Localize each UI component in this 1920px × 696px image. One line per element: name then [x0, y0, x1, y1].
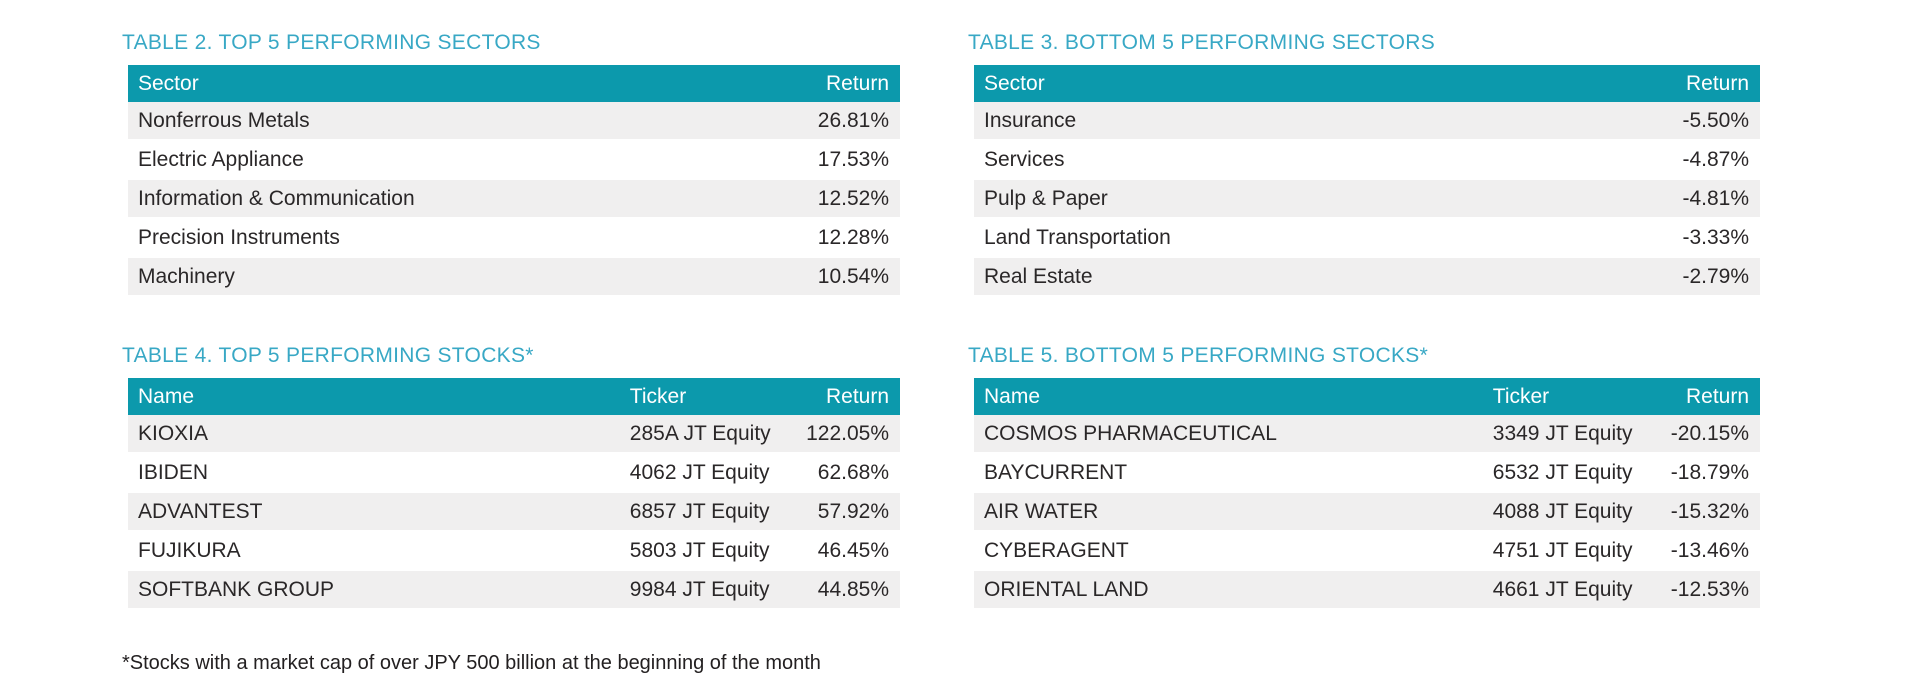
- table-row: Information & Communication 12.52%: [128, 179, 900, 219]
- column-header-sector: Sector: [974, 65, 1594, 102]
- table-row: COSMOS PHARMACEUTICAL 3349 JT Equity -20…: [974, 415, 1760, 454]
- table2-title: TABLE 2. TOP 5 PERFORMING SECTORS: [122, 31, 541, 54]
- top-sectors-section: TABLE 2. TOP 5 PERFORMING SECTORS Sector…: [122, 30, 900, 297]
- sector-cell: Services: [974, 140, 1594, 180]
- table-header-row: Name Ticker Return: [128, 378, 900, 415]
- column-header-return: Return: [734, 65, 900, 102]
- table-row: Land Transportation -3.33%: [974, 218, 1760, 258]
- table-row: Machinery 10.54%: [128, 257, 900, 297]
- return-cell: 12.28%: [734, 218, 900, 258]
- return-cell: 57.92%: [795, 492, 900, 532]
- return-cell: 62.68%: [795, 453, 900, 493]
- table-row: Pulp & Paper -4.81%: [974, 179, 1760, 219]
- name-cell: CYBERAGENT: [974, 531, 1493, 571]
- ticker-cell: 6857 JT Equity: [629, 492, 796, 532]
- name-cell: COSMOS PHARMACEUTICAL: [974, 415, 1493, 454]
- top-stocks-section: TABLE 4. TOP 5 PERFORMING STOCKS* Name T…: [122, 343, 900, 610]
- return-cell: -5.50%: [1594, 102, 1760, 141]
- return-cell: 46.45%: [795, 531, 900, 571]
- table-row: ADVANTEST 6857 JT Equity 57.92%: [128, 492, 900, 532]
- return-cell: -4.87%: [1594, 140, 1760, 180]
- table4-title: TABLE 4. TOP 5 PERFORMING STOCKS*: [122, 344, 534, 367]
- bottom-stocks-table: Name Ticker Return COSMOS PHARMACEUTICAL…: [974, 378, 1760, 610]
- table-row: FUJIKURA 5803 JT Equity 46.45%: [128, 531, 900, 571]
- sector-cell: Electric Appliance: [128, 140, 734, 180]
- sector-cell: Real Estate: [974, 257, 1594, 297]
- bottom-sectors-table: Sector Return Insurance -5.50% Services …: [974, 65, 1760, 297]
- column-header-ticker: Ticker: [629, 378, 796, 415]
- return-cell: -13.46%: [1657, 531, 1760, 571]
- table3-title: TABLE 3. BOTTOM 5 PERFORMING SECTORS: [968, 31, 1436, 54]
- return-cell: -4.81%: [1594, 179, 1760, 219]
- name-cell: KIOXIA: [128, 415, 630, 454]
- ticker-cell: 285A JT Equity: [629, 415, 796, 454]
- ticker-cell: 4661 JT Equity: [1492, 570, 1658, 610]
- return-cell: 12.52%: [734, 179, 900, 219]
- ticker-cell: 5803 JT Equity: [629, 531, 796, 571]
- ticker-cell: 4062 JT Equity: [629, 453, 796, 493]
- footnote-text: *Stocks with a market cap of over JPY 50…: [122, 652, 821, 674]
- table-row: KIOXIA 285A JT Equity 122.05%: [128, 415, 900, 454]
- name-cell: ORIENTAL LAND: [974, 570, 1493, 610]
- ticker-cell: 4751 JT Equity: [1492, 531, 1658, 571]
- table-row: AIR WATER 4088 JT Equity -15.32%: [974, 492, 1760, 532]
- table5-title: TABLE 5. BOTTOM 5 PERFORMING STOCKS*: [968, 344, 1429, 367]
- table-row: Precision Instruments 12.28%: [128, 218, 900, 258]
- sector-cell: Precision Instruments: [128, 218, 734, 258]
- ticker-cell: 3349 JT Equity: [1492, 415, 1658, 454]
- table-row: ORIENTAL LAND 4661 JT Equity -12.53%: [974, 570, 1760, 610]
- name-cell: IBIDEN: [128, 453, 630, 493]
- bottom-sectors-section: TABLE 3. BOTTOM 5 PERFORMING SECTORS Sec…: [968, 30, 1760, 297]
- sector-cell: Nonferrous Metals: [128, 102, 734, 141]
- table-row: Insurance -5.50%: [974, 102, 1760, 141]
- table-row: Real Estate -2.79%: [974, 257, 1760, 297]
- return-cell: -12.53%: [1657, 570, 1760, 610]
- return-cell: -20.15%: [1657, 415, 1760, 454]
- ticker-cell: 4088 JT Equity: [1492, 492, 1658, 532]
- table-row: IBIDEN 4062 JT Equity 62.68%: [128, 453, 900, 493]
- sector-cell: Land Transportation: [974, 218, 1594, 258]
- name-cell: FUJIKURA: [128, 531, 630, 571]
- name-cell: ADVANTEST: [128, 492, 630, 532]
- sector-cell: Machinery: [128, 257, 734, 297]
- return-cell: 26.81%: [734, 102, 900, 141]
- return-cell: 44.85%: [795, 570, 900, 610]
- name-cell: AIR WATER: [974, 492, 1493, 532]
- table-row: Services -4.87%: [974, 140, 1760, 180]
- return-cell: -2.79%: [1594, 257, 1760, 297]
- sector-cell: Information & Communication: [128, 179, 734, 219]
- column-header-return: Return: [1657, 378, 1760, 415]
- sector-cell: Insurance: [974, 102, 1594, 141]
- name-cell: BAYCURRENT: [974, 453, 1493, 493]
- return-cell: 17.53%: [734, 140, 900, 180]
- top-stocks-table: Name Ticker Return KIOXIA 285A JT Equity…: [128, 378, 900, 610]
- table-row: Nonferrous Metals 26.81%: [128, 102, 900, 141]
- table-header-row: Sector Return: [974, 65, 1760, 102]
- column-header-return: Return: [795, 378, 900, 415]
- return-cell: -15.32%: [1657, 492, 1760, 532]
- bottom-stocks-section: TABLE 5. BOTTOM 5 PERFORMING STOCKS* Nam…: [968, 343, 1760, 610]
- table-header-row: Name Ticker Return: [974, 378, 1760, 415]
- column-header-name: Name: [974, 378, 1493, 415]
- name-cell: SOFTBANK GROUP: [128, 570, 630, 610]
- table-row: CYBERAGENT 4751 JT Equity -13.46%: [974, 531, 1760, 571]
- table-row: BAYCURRENT 6532 JT Equity -18.79%: [974, 453, 1760, 493]
- sector-cell: Pulp & Paper: [974, 179, 1594, 219]
- table-row: Electric Appliance 17.53%: [128, 140, 900, 180]
- table-header-row: Sector Return: [128, 65, 900, 102]
- column-header-name: Name: [128, 378, 630, 415]
- return-cell: -3.33%: [1594, 218, 1760, 258]
- return-cell: 122.05%: [795, 415, 900, 454]
- column-header-return: Return: [1594, 65, 1760, 102]
- ticker-cell: 9984 JT Equity: [629, 570, 796, 610]
- column-header-sector: Sector: [128, 65, 734, 102]
- ticker-cell: 6532 JT Equity: [1492, 453, 1658, 493]
- table-row: SOFTBANK GROUP 9984 JT Equity 44.85%: [128, 570, 900, 610]
- return-cell: 10.54%: [734, 257, 900, 297]
- return-cell: -18.79%: [1657, 453, 1760, 493]
- top-sectors-table: Sector Return Nonferrous Metals 26.81% E…: [128, 65, 900, 297]
- column-header-ticker: Ticker: [1492, 378, 1658, 415]
